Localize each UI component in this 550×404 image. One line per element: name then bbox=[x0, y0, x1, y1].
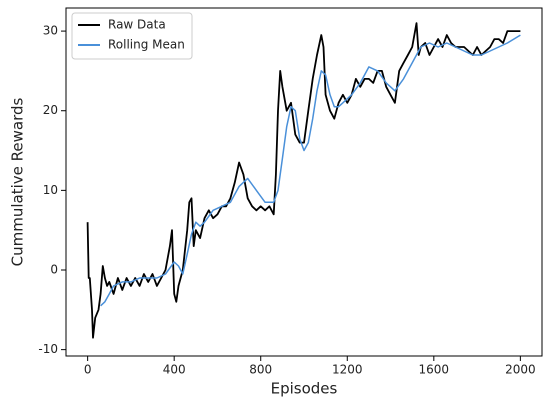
legend-label: Rolling Mean bbox=[108, 38, 185, 52]
x-tick-label: 1200 bbox=[332, 363, 363, 377]
y-tick-label: -10 bbox=[38, 342, 58, 356]
legend-label: Raw Data bbox=[108, 18, 166, 32]
line-series bbox=[100, 34, 521, 307]
x-axis-label: Episodes bbox=[271, 380, 338, 398]
y-tick-label: 20 bbox=[43, 103, 58, 117]
x-tick-label: 0 bbox=[84, 363, 92, 377]
x-tick-label: 1600 bbox=[419, 363, 450, 377]
x-tick-label: 400 bbox=[163, 363, 186, 377]
x-tick-label: 2000 bbox=[505, 363, 536, 377]
y-axis-label: Cummulative Rewards bbox=[9, 97, 27, 266]
y-tick-label: 10 bbox=[43, 183, 58, 197]
y-tick-label: 0 bbox=[50, 262, 58, 276]
plot-frame bbox=[65, 7, 543, 357]
legend-box bbox=[71, 12, 193, 60]
line-series bbox=[86, 22, 521, 339]
y-tick-label: 30 bbox=[43, 24, 58, 38]
x-tick-label: 800 bbox=[249, 363, 272, 377]
